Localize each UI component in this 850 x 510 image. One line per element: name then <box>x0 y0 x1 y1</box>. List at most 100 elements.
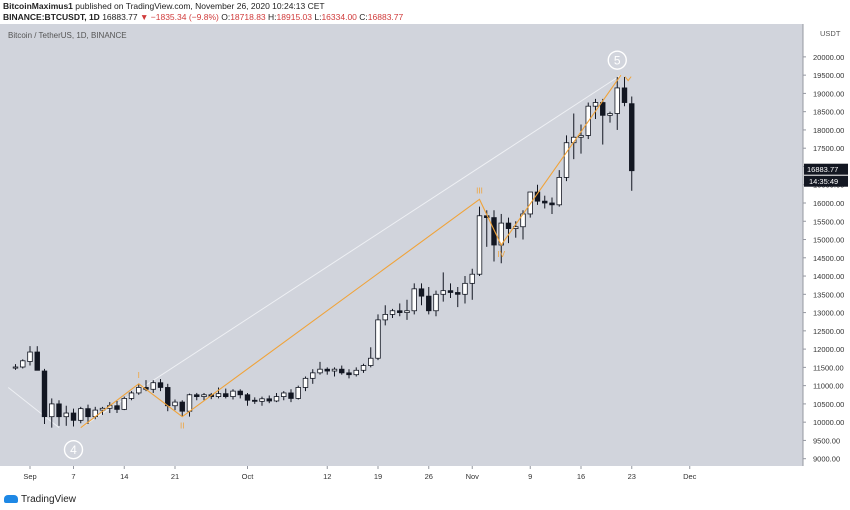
candle-body <box>368 357 374 366</box>
candle-body <box>12 366 19 369</box>
candle <box>281 391 287 401</box>
candle <box>223 388 229 399</box>
candle-body <box>41 370 48 418</box>
symbol-label: BINANCE:BTCUSDT, 1D <box>3 12 100 22</box>
candle-body <box>433 293 439 312</box>
candle-body <box>237 390 243 396</box>
candle <box>121 396 127 411</box>
candle <box>549 197 555 214</box>
candle <box>114 400 120 414</box>
candle-body <box>375 319 381 359</box>
candle-body <box>397 310 403 313</box>
price-change: ▼ −1835.34 (−9.8%) <box>140 12 219 22</box>
y-tick-label: 15500.00 <box>813 217 844 226</box>
y-tick-label: 19000.00 <box>813 89 844 98</box>
candle <box>237 389 243 399</box>
candle <box>426 287 432 315</box>
candle-body <box>295 387 301 399</box>
price-chart[interactable]: Bitcoin / TetherUS, 1D, BINANCE USDT 9000.… <box>0 24 850 490</box>
candle-body <box>157 382 164 388</box>
candle <box>411 283 417 315</box>
candle-body <box>70 412 77 421</box>
open-label: O: <box>221 12 231 22</box>
y-tick-label: 12500.00 <box>813 327 844 336</box>
candle-body <box>85 408 91 418</box>
candle-body <box>259 398 265 402</box>
candle <box>375 314 381 361</box>
candle <box>469 268 475 300</box>
time-axis-bg <box>0 466 803 490</box>
y-tick-label: 17500.00 <box>813 144 844 153</box>
candle <box>433 290 439 317</box>
x-tick-label: 9 <box>528 472 532 481</box>
candle-body <box>556 177 562 206</box>
candle-body <box>223 393 229 397</box>
candle-body <box>302 377 309 388</box>
y-tick-label: 9500.00 <box>813 436 840 445</box>
candle <box>600 98 606 145</box>
candle-body <box>389 310 396 315</box>
y-tick-label: 19500.00 <box>813 71 844 80</box>
candle-body <box>150 382 156 390</box>
candle-body <box>186 394 193 412</box>
wave-label-I: I <box>138 371 140 380</box>
candle-body <box>165 387 171 407</box>
candle-body <box>607 113 613 116</box>
x-tick-label: 12 <box>323 472 331 481</box>
candle <box>331 367 338 377</box>
chart-title: Bitcoin / TetherUS, 1D, BINANCE <box>8 31 127 40</box>
countdown-tag <box>804 175 848 187</box>
candle-body <box>273 396 280 402</box>
candle-body <box>266 398 272 402</box>
x-tick-label: 26 <box>425 472 433 481</box>
candle-body <box>440 290 446 295</box>
y-tick-label: 13500.00 <box>813 290 844 299</box>
high-value: 18915.03 <box>276 12 312 22</box>
candle <box>78 406 84 424</box>
candle-body <box>629 103 635 172</box>
candle <box>252 397 258 404</box>
close-value: 16883.77 <box>367 12 404 22</box>
candle <box>49 398 55 428</box>
author-name[interactable]: BitcoinMaximus1 <box>3 1 73 11</box>
last-price-text: 16883.77 <box>807 165 838 174</box>
candle <box>556 170 562 207</box>
wave-label-II: II <box>180 422 184 431</box>
candle-body <box>20 360 26 368</box>
y-tick-label: 11000.00 <box>813 382 844 391</box>
y-tick-label: 10500.00 <box>813 400 844 409</box>
publish-info: published on TradingView.com, November 2… <box>75 1 325 11</box>
candle <box>397 303 403 317</box>
candle <box>476 206 483 277</box>
open-value: 18718.83 <box>230 12 266 22</box>
candle-body <box>549 202 555 206</box>
candle <box>455 287 461 308</box>
tradingview-logo[interactable]: TradingView <box>4 494 76 505</box>
lead-line <box>7 387 60 429</box>
candle <box>288 389 294 403</box>
candle <box>20 359 26 369</box>
candle-body <box>136 387 142 394</box>
candle-body <box>455 292 461 295</box>
candle-body <box>194 394 200 397</box>
elliott-wave-path <box>80 74 622 429</box>
y-tick-label: 16000.00 <box>813 199 844 208</box>
x-tick-label: Oct <box>242 472 255 481</box>
candle <box>295 385 301 400</box>
candle-body <box>418 288 425 297</box>
candle-body <box>578 135 584 138</box>
candle <box>462 276 468 304</box>
x-tick-label: Nov <box>466 472 480 481</box>
candle <box>128 391 135 401</box>
candle-body <box>121 398 127 410</box>
candle <box>368 347 374 368</box>
candle-body <box>462 282 468 295</box>
candle <box>157 379 164 392</box>
candle <box>389 308 396 319</box>
candle <box>360 363 367 373</box>
x-tick-label: 21 <box>171 472 179 481</box>
candle-body <box>252 399 258 402</box>
candle-body <box>505 222 512 229</box>
candle-body <box>63 412 69 418</box>
candle <box>244 392 251 406</box>
